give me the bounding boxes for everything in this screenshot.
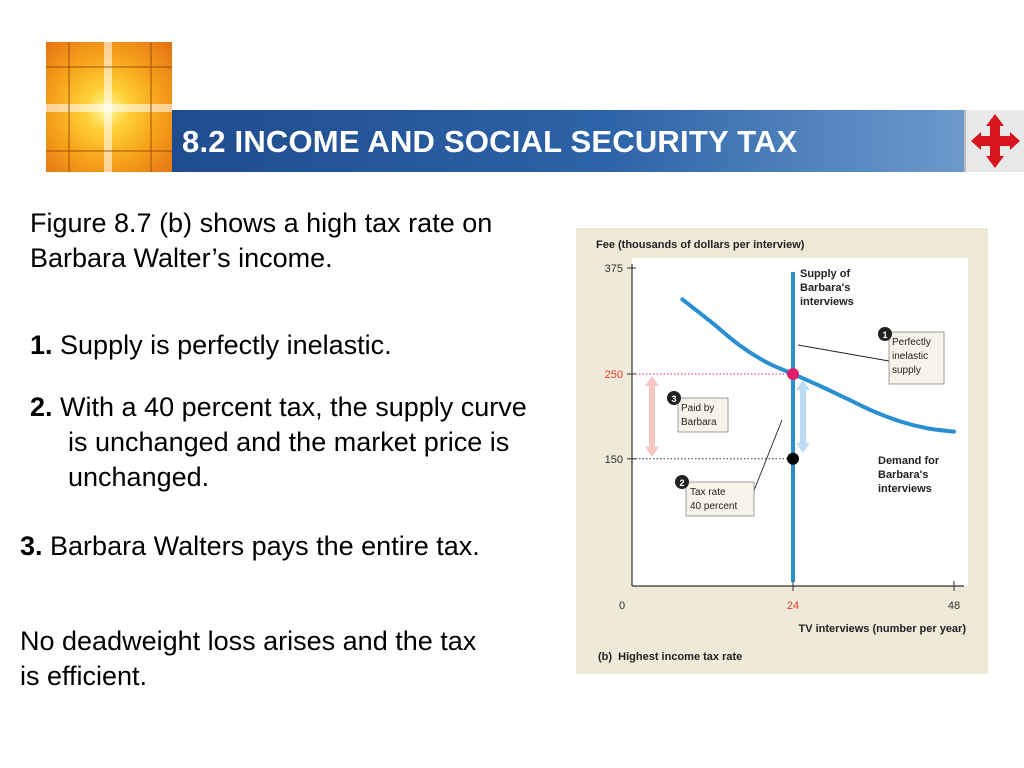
svg-text:supply: supply [892, 365, 921, 376]
equilibrium-point-250 [787, 368, 799, 380]
annotation-3: 3 Paid by Barbara [667, 391, 729, 433]
annotation-1-number: 1 [882, 330, 887, 340]
point-1: 1. Supply is perfectly inelastic. [30, 328, 550, 363]
svg-text:Barbara's: Barbara's [800, 282, 850, 294]
svg-text:interviews: interviews [878, 483, 932, 495]
svg-text:40 percent: 40 percent [690, 501, 737, 512]
figure-8-7b: Fee (thousands of dollars per interview)… [576, 228, 988, 674]
annotation-3-number: 3 [671, 394, 676, 404]
x-axis-label: TV interviews (number per year) [799, 623, 967, 635]
point-150 [787, 452, 799, 465]
annotation-1-box [888, 331, 945, 385]
svg-text:Paid by: Paid by [681, 403, 714, 414]
svg-text:Supply of: Supply of [800, 268, 850, 280]
tax-rate-arrow [796, 380, 810, 453]
title-bar: 8.2 INCOME AND SOCIAL SECURITY TAX [172, 110, 964, 172]
navigation-button[interactable] [964, 110, 1024, 172]
point-2: 2. With a 40 percent tax, the supply cur… [30, 390, 550, 495]
x-tick-label-48: 48 [948, 600, 960, 612]
point-1-text: Supply is perfectly inelastic. [52, 330, 392, 360]
demand-label: Demand for Barbara's interviews [878, 455, 940, 495]
page-title: 8.2 INCOME AND SOCIAL SECURITY TAX [182, 124, 798, 159]
annotation-3-box [677, 397, 729, 433]
point-2-number: 2. [30, 392, 53, 422]
annotation-1-badge [878, 327, 892, 341]
intro-text: Figure 8.7 (b) shows a high tax rate on … [30, 208, 493, 273]
svg-text:Tax rate: Tax rate [690, 487, 726, 498]
annotation-2: 2 Tax rate 40 percent [675, 419, 783, 517]
tax-paid-arrow [645, 376, 659, 457]
four-way-arrow-icon [971, 114, 1020, 168]
svg-text:Barbara's: Barbara's [878, 469, 928, 481]
point-3: 3. Barbara Walters pays the entire tax. [20, 529, 550, 564]
point-3-text: Barbara Walters pays the entire tax. [42, 531, 480, 561]
svg-text:Demand for: Demand for [878, 455, 940, 467]
point-1-number: 1. [30, 330, 53, 360]
figure-caption: (b) Highest income tax rate [598, 651, 742, 663]
x-tick-label-0: 0 [619, 600, 625, 612]
conclusion-paragraph: No deadweight loss arises and the tax is… [20, 624, 500, 694]
annotation-3-badge [667, 391, 681, 405]
point-3-number: 3. [20, 531, 43, 561]
annotation-1: 1 Perfectly inelastic supply [797, 327, 945, 385]
annotation-2-number: 2 [679, 478, 684, 488]
annotation-2-badge [675, 475, 689, 489]
conclusion-text: No deadweight loss arises and the tax is… [20, 626, 477, 691]
y-tick-label-375: 375 [605, 263, 623, 275]
svg-text:inelastic: inelastic [892, 351, 928, 362]
annotation-2-leader [750, 419, 783, 499]
svg-text:Perfectly: Perfectly [892, 337, 931, 348]
demand-curve [680, 297, 956, 434]
point-2-text: With a 40 percent tax, the supply curve … [52, 392, 527, 492]
cross-window-logo-icon [46, 42, 172, 172]
x-tick-label-24: 24 [787, 600, 799, 612]
y-tick-label-150: 150 [605, 454, 623, 466]
intro-paragraph: Figure 8.7 (b) shows a high tax rate on … [30, 206, 530, 276]
y-tick-label-250: 250 [605, 369, 623, 381]
chart-svg: Fee (thousands of dollars per interview)… [596, 239, 968, 663]
svg-text:interviews: interviews [800, 296, 854, 308]
svg-text:Barbara: Barbara [681, 417, 717, 428]
supply-label: Supply of Barbara's interviews [800, 268, 854, 308]
y-axis-label: Fee (thousands of dollars per interview) [596, 239, 805, 251]
annotation-2-box [685, 481, 755, 517]
annotation-1-leader [797, 344, 890, 362]
